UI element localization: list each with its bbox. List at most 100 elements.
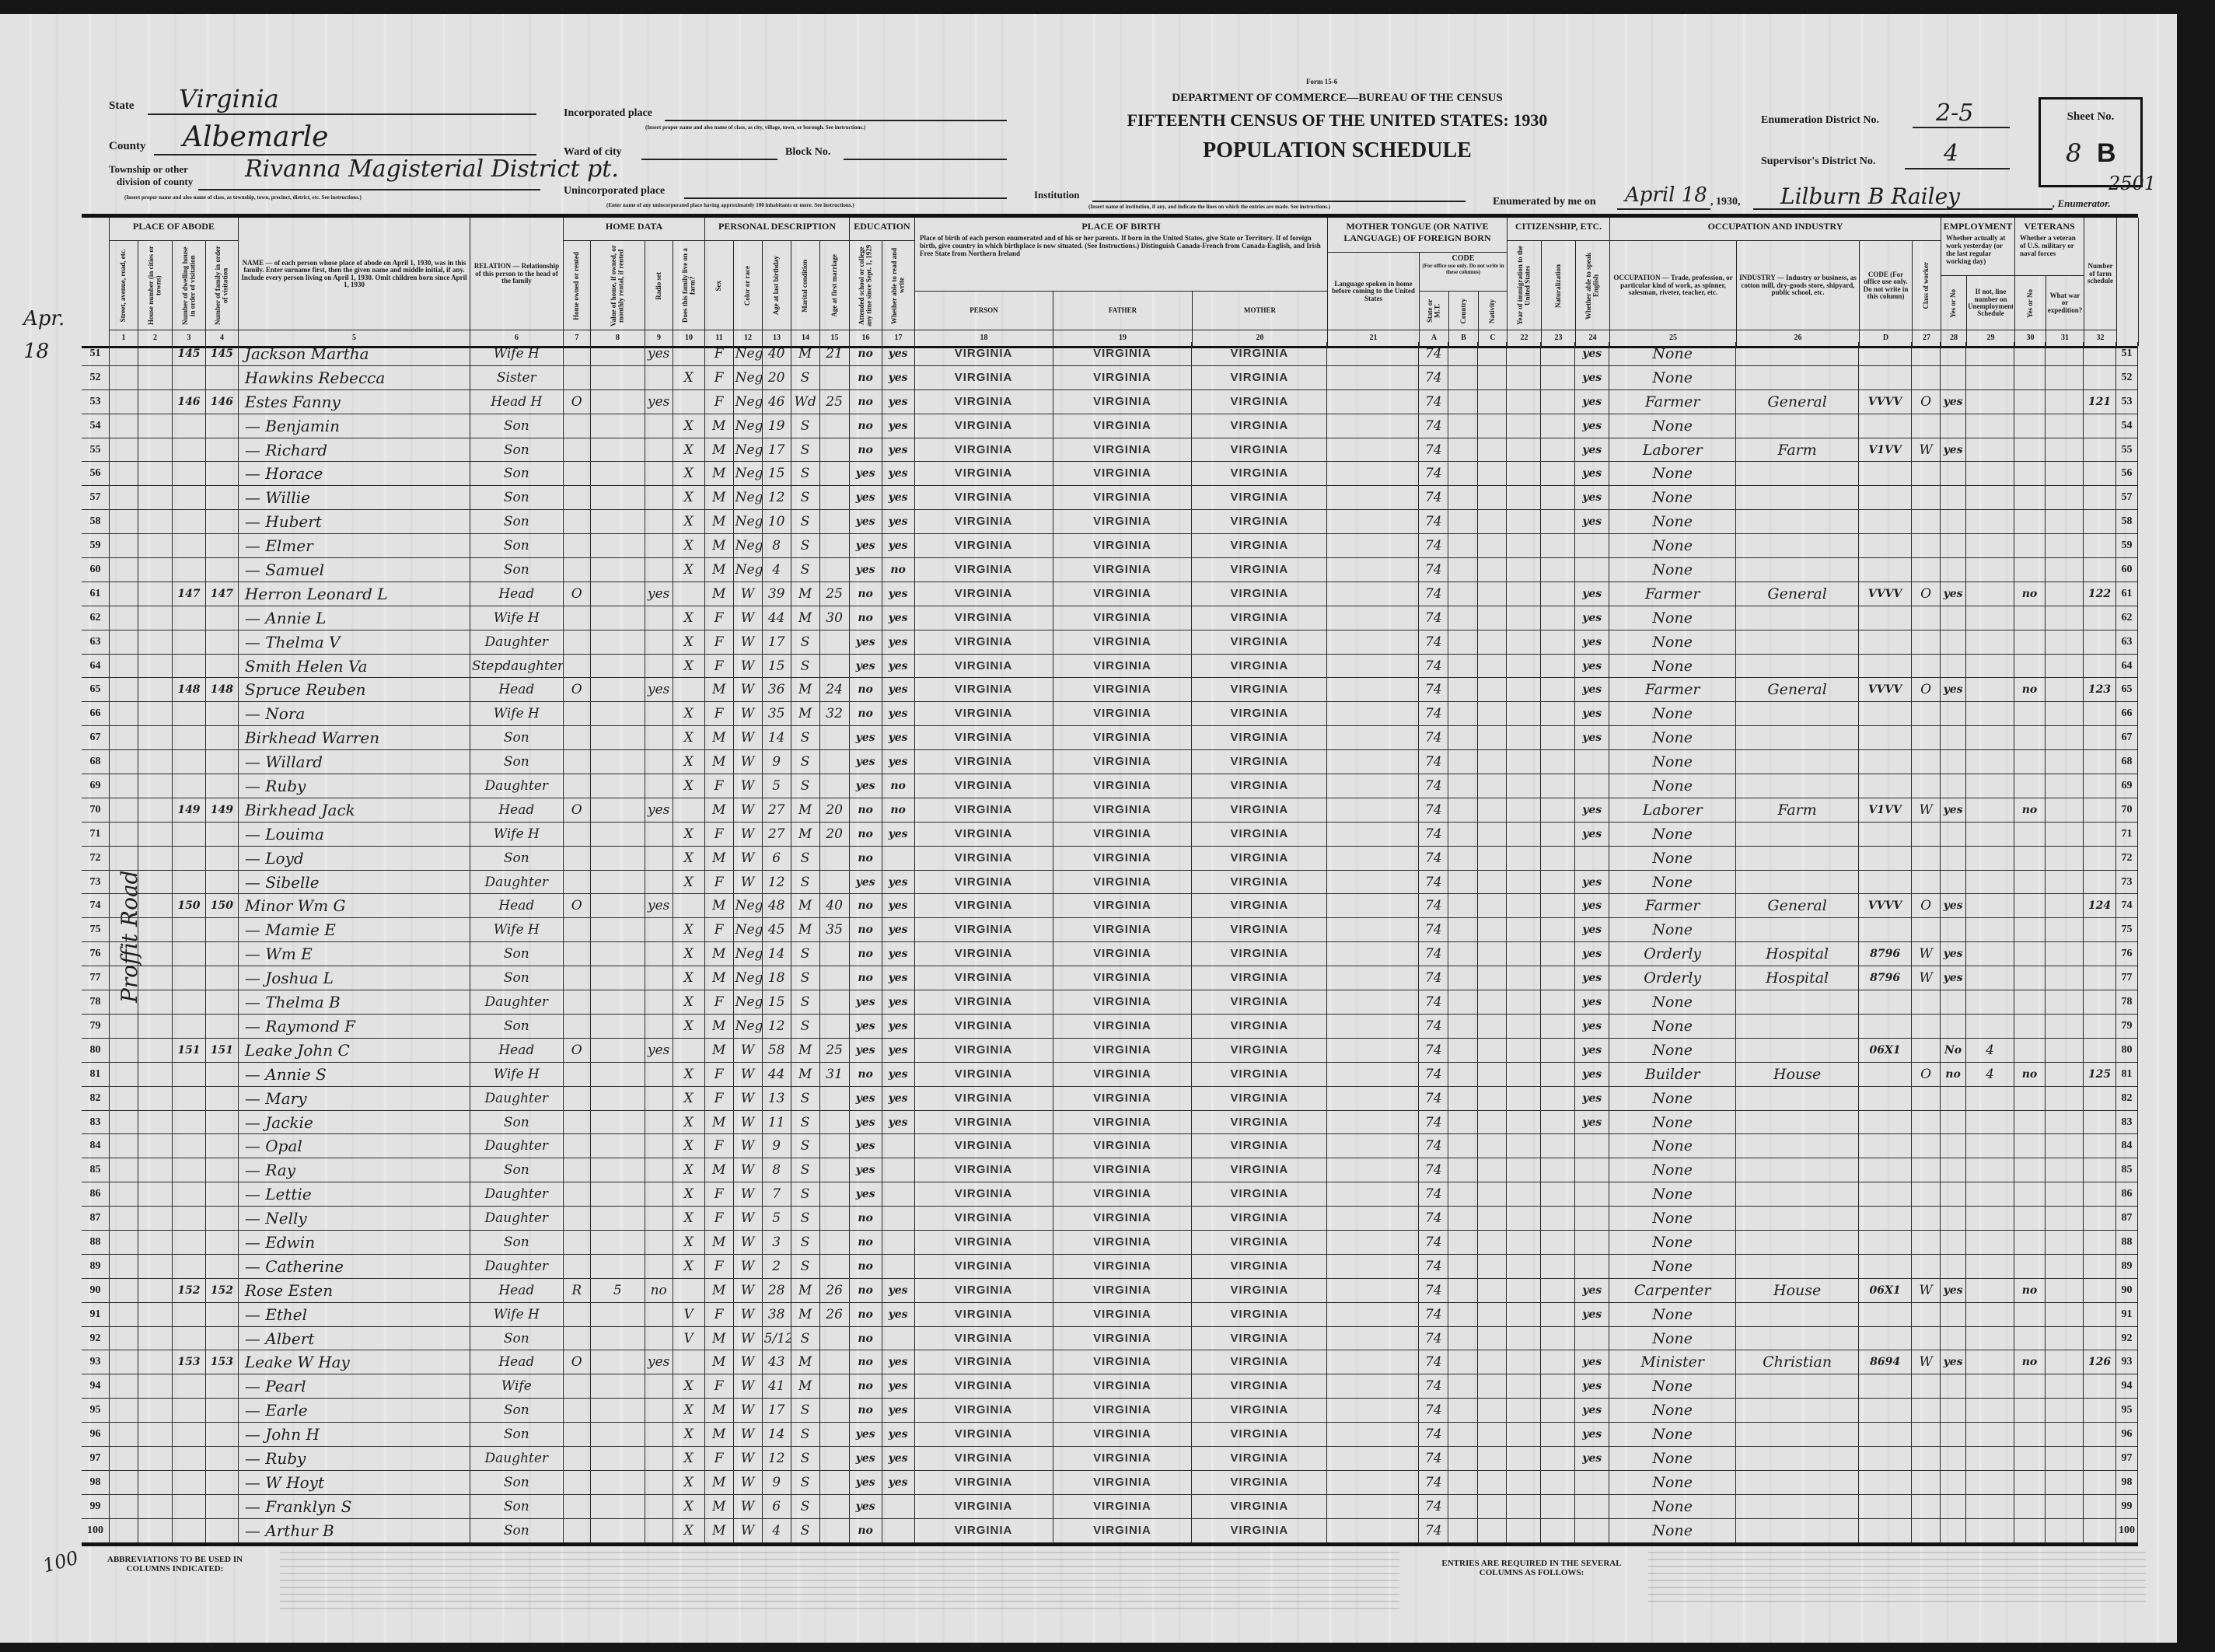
cell-cb <box>1448 534 1479 558</box>
cell-farm: X <box>673 1399 705 1423</box>
cell-bf: VIRGINIA <box>1053 606 1193 630</box>
cell-radio <box>645 486 673 510</box>
cell-imm <box>1507 389 1542 414</box>
cell-eng: yes <box>1575 510 1610 534</box>
column-number-imm: 22 <box>1508 330 1541 346</box>
cell-code <box>1859 774 1913 798</box>
cell-name: — Louima <box>239 822 470 846</box>
cell-agem <box>820 630 850 654</box>
cell-val <box>591 726 645 750</box>
cell-race: Neg <box>734 414 763 438</box>
cell-nat <box>1541 894 1576 918</box>
line-number-right: 99 <box>2116 1494 2138 1518</box>
cell-c1 <box>110 1399 138 1423</box>
cell-dw <box>173 1182 206 1207</box>
cell-lang <box>1327 414 1420 438</box>
cell-c2 <box>138 798 173 822</box>
column-header-race: Color or race 12 <box>734 218 763 346</box>
cell-lang <box>1327 1254 1420 1278</box>
enumerator-label: , Enumerator. <box>2053 197 2111 209</box>
cell-sex: F <box>705 1086 734 1110</box>
cell-sex: M <box>705 486 734 510</box>
cell-c2 <box>138 1374 173 1399</box>
cell-vet <box>2014 942 2046 966</box>
cell-sch: yes <box>850 510 882 534</box>
cell-occ: None <box>1609 1038 1737 1062</box>
cell-farm: X <box>673 942 705 966</box>
cell-race: W <box>734 798 763 822</box>
line-number-right: 95 <box>2116 1399 2138 1423</box>
cell-unl <box>1966 389 2015 414</box>
cell-farm: X <box>673 870 705 894</box>
line-number-left: 64 <box>82 654 110 678</box>
column-number-fs: 32 <box>2084 330 2116 346</box>
cell-bm: VIRGINIA <box>1192 1182 1328 1207</box>
cell-bm: VIRGINIA <box>1192 1062 1328 1086</box>
cell-val <box>591 822 645 846</box>
cell-ms: S <box>791 1086 820 1110</box>
cell-eng: yes <box>1575 654 1610 678</box>
cell-age: 3 <box>763 1230 791 1254</box>
column-label-bm: MOTHER <box>1243 306 1276 315</box>
column-label-nat: Naturalization <box>1553 264 1562 308</box>
cell-code <box>1859 486 1913 510</box>
cell-vet: no <box>2014 1278 2046 1302</box>
cell-emp <box>1941 1014 1967 1038</box>
cell-ind <box>1736 1374 1860 1399</box>
line-number-left: 79 <box>82 1014 110 1038</box>
column-number-code: D <box>1860 330 1912 346</box>
cell-fs <box>2084 342 2116 365</box>
cell-occ: None <box>1609 1423 1737 1446</box>
column-label-sex: Sex <box>714 280 723 292</box>
cell-c1 <box>110 558 138 582</box>
cell-agem <box>820 1230 850 1254</box>
cell-ca: 74 <box>1419 1446 1449 1470</box>
cell-cb <box>1448 1423 1479 1446</box>
cell-sch: no <box>850 822 882 846</box>
column-label-farm: Does this family live on a farm? <box>680 248 696 323</box>
line-number-right: 90 <box>2116 1278 2138 1302</box>
cell-bm: VIRGINIA <box>1192 774 1328 798</box>
cell-val <box>591 1494 645 1518</box>
column-label-cb: Country <box>1459 298 1467 324</box>
cell-sch: no <box>850 1230 882 1254</box>
cell-war <box>2046 486 2084 510</box>
cell-val <box>591 1062 645 1086</box>
column-header-ind: INDUSTRY — Industry or business, as cott… <box>1737 218 1860 346</box>
cell-bp: VIRGINIA <box>915 438 1053 462</box>
line-number-right: 67 <box>2116 726 2138 750</box>
cell-own: O <box>564 389 591 414</box>
cell-bm: VIRGINIA <box>1192 1302 1328 1326</box>
cell-code <box>1859 1207 1913 1230</box>
unincorporated-note: (Enter name of any unincorporated place … <box>606 202 854 208</box>
line-number-right: 75 <box>2116 918 2138 942</box>
cell-farm: X <box>673 1110 705 1134</box>
cell-unl <box>1966 1158 2015 1182</box>
cell-bf: VIRGINIA <box>1053 486 1193 510</box>
cell-name: Smith Helen Va <box>239 654 470 678</box>
cell-eng: yes <box>1575 1374 1610 1399</box>
cell-emp: yes <box>1941 389 1967 414</box>
cell-age: 17 <box>763 438 791 462</box>
cell-code: 8796 <box>1859 942 1913 966</box>
cell-val <box>591 918 645 942</box>
cell-c2 <box>138 1062 173 1086</box>
cell-farm: X <box>673 1134 705 1158</box>
line-number-right: 58 <box>2116 510 2138 534</box>
cell-ms: M <box>791 1278 820 1302</box>
cell-emp <box>1941 630 1967 654</box>
cell-eng <box>1575 1134 1610 1158</box>
schedule-title: POPULATION SCHEDULE <box>1203 138 1472 162</box>
cell-race: W <box>734 582 763 606</box>
column-label-fam: Number of family in order of visitation <box>214 246 229 326</box>
cell-rw: yes <box>882 510 915 534</box>
cell-fs <box>2084 1014 2116 1038</box>
column-number-cls: 27 <box>1913 330 1941 346</box>
cell-bp: VIRGINIA <box>915 534 1053 558</box>
cell-sex: F <box>705 1254 734 1278</box>
cell-farm <box>673 582 705 606</box>
cell-race: W <box>734 870 763 894</box>
cell-cb <box>1448 1038 1479 1062</box>
